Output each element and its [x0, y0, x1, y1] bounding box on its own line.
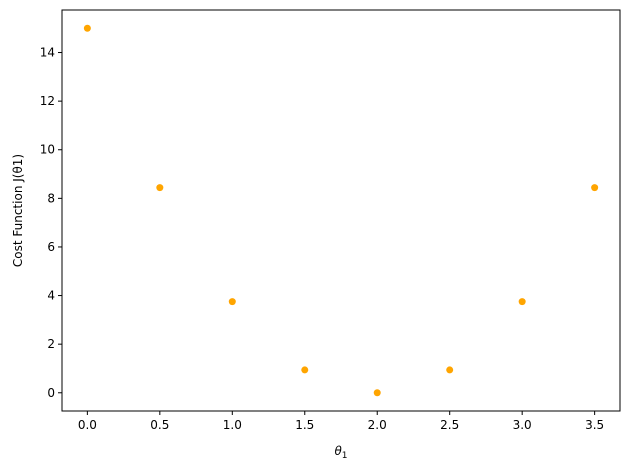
plot-area	[61, 9, 621, 412]
x-axis-label: θ1	[334, 444, 347, 461]
data-point	[83, 24, 91, 32]
x-axis-label-symbol: θ	[334, 444, 342, 458]
data-point	[156, 184, 164, 192]
y-tick-label: 12	[40, 94, 55, 108]
x-tick-label: 3.5	[585, 418, 604, 432]
data-point	[228, 298, 236, 306]
data-point	[373, 389, 381, 397]
y-axis-ticks: 0 2 4 6 8 10 12 14	[40, 46, 62, 400]
data-points	[83, 24, 599, 397]
data-point	[446, 366, 454, 374]
x-tick-label: 3.0	[513, 418, 532, 432]
x-tick-label: 1.5	[295, 418, 314, 432]
x-tick-label: 0.5	[150, 418, 169, 432]
x-tick-label: 0.0	[78, 418, 97, 432]
y-tick-label: 6	[47, 240, 55, 254]
data-point	[518, 298, 526, 306]
y-tick-label: 10	[40, 143, 55, 157]
y-tick-label: 8	[47, 191, 55, 205]
y-tick-label: 14	[40, 46, 55, 60]
y-axis-label: Cost Function J(θ1)	[11, 154, 25, 267]
x-tick-label: 1.0	[223, 418, 242, 432]
x-tick-label: 2.0	[368, 418, 387, 432]
y-tick-label: 0	[47, 386, 55, 400]
data-point	[591, 184, 599, 192]
x-tick-label: 2.5	[440, 418, 459, 432]
x-axis-label-subscript: 1	[342, 451, 348, 461]
y-tick-label: 4	[47, 289, 55, 303]
x-axis-ticks: 0.0 0.5 1.0 1.5 2.0 2.5 3.0 3.5	[78, 411, 604, 432]
data-point	[301, 366, 309, 374]
y-tick-label: 2	[47, 337, 55, 351]
